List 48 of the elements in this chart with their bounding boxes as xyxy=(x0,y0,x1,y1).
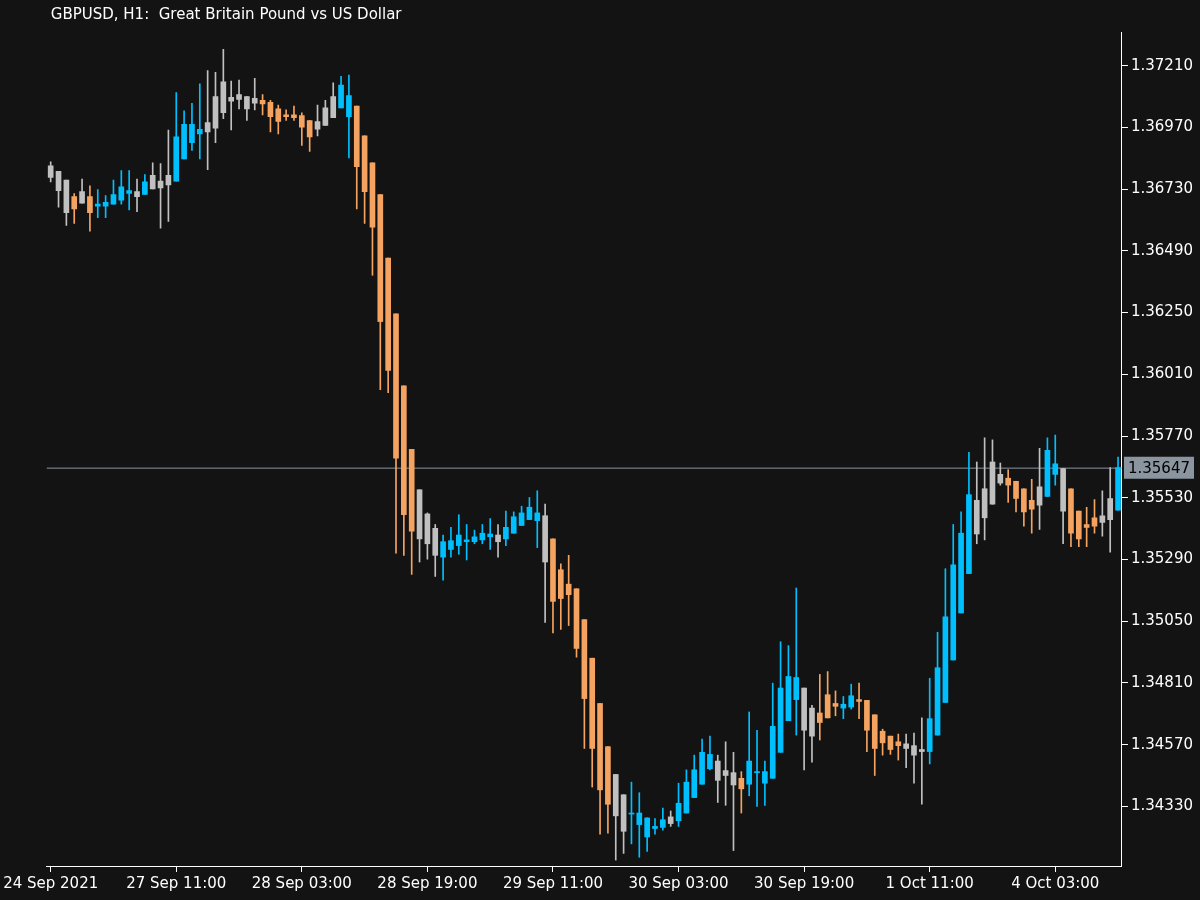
x-tick-label: 29 Sep 11:00 xyxy=(502,873,604,892)
candlestick xyxy=(636,792,643,858)
y-tick-label: 1.36970 xyxy=(1130,117,1193,136)
candlestick xyxy=(196,83,203,160)
candlestick xyxy=(1052,434,1059,486)
candlestick xyxy=(228,80,235,131)
x-tick-label: 28 Sep 19:00 xyxy=(377,873,478,892)
y-tick-label: 1.34570 xyxy=(1130,734,1193,753)
y-tick-label: 1.36010 xyxy=(1130,364,1193,383)
candlestick xyxy=(903,733,909,769)
y-tick-label: 1.34810 xyxy=(1130,672,1193,691)
candlestick xyxy=(1107,467,1114,553)
x-tick-label: 4 Oct 03:00 xyxy=(1011,873,1100,892)
x-tick-label: 24 Sep 2021 xyxy=(3,873,99,892)
y-tick-label: 1.35290 xyxy=(1130,549,1193,568)
candlestick xyxy=(816,674,823,741)
y-tick-label: 1.35770 xyxy=(1130,425,1193,444)
candlestick xyxy=(1005,469,1011,503)
y-tick-label: 1.37210 xyxy=(1130,55,1193,74)
x-tick-label: 27 Sep 11:00 xyxy=(126,873,227,892)
candlestick xyxy=(487,518,494,550)
candlestick xyxy=(652,818,658,835)
candlestick xyxy=(236,79,242,110)
x-tick-label: 30 Sep 03:00 xyxy=(628,873,729,892)
candlestick xyxy=(455,514,462,555)
candlestick xyxy=(495,524,501,558)
y-tick-label: 1.36490 xyxy=(1130,240,1193,259)
candlestick xyxy=(126,170,132,211)
y-tick-label: 1.35050 xyxy=(1130,611,1193,630)
x-tick-label: 28 Sep 03:00 xyxy=(251,873,352,892)
candlestick xyxy=(134,178,140,213)
chart-title: GBPUSD, H1: Great Britain Pound vs US Dollar xyxy=(50,4,403,23)
candlestick xyxy=(793,587,800,736)
y-tick-label: 1.35530 xyxy=(1130,487,1193,506)
candlestick xyxy=(856,682,862,719)
y-tick-label: 1.36730 xyxy=(1130,179,1193,198)
candlestick xyxy=(251,77,258,111)
y-tick-label: 1.34330 xyxy=(1130,796,1193,815)
candlestick xyxy=(1028,478,1035,534)
candlestick xyxy=(895,733,902,761)
y-tick-label: 1.36250 xyxy=(1130,302,1193,321)
candlestick xyxy=(911,732,917,784)
ref-line-label: 1.35647 xyxy=(1127,458,1190,477)
x-tick-label: 30 Sep 19:00 xyxy=(754,873,855,892)
x-tick-label: 1 Oct 11:00 xyxy=(885,873,974,892)
candlestick xyxy=(534,490,541,548)
candlestick xyxy=(754,729,760,807)
candlestick xyxy=(919,717,925,805)
